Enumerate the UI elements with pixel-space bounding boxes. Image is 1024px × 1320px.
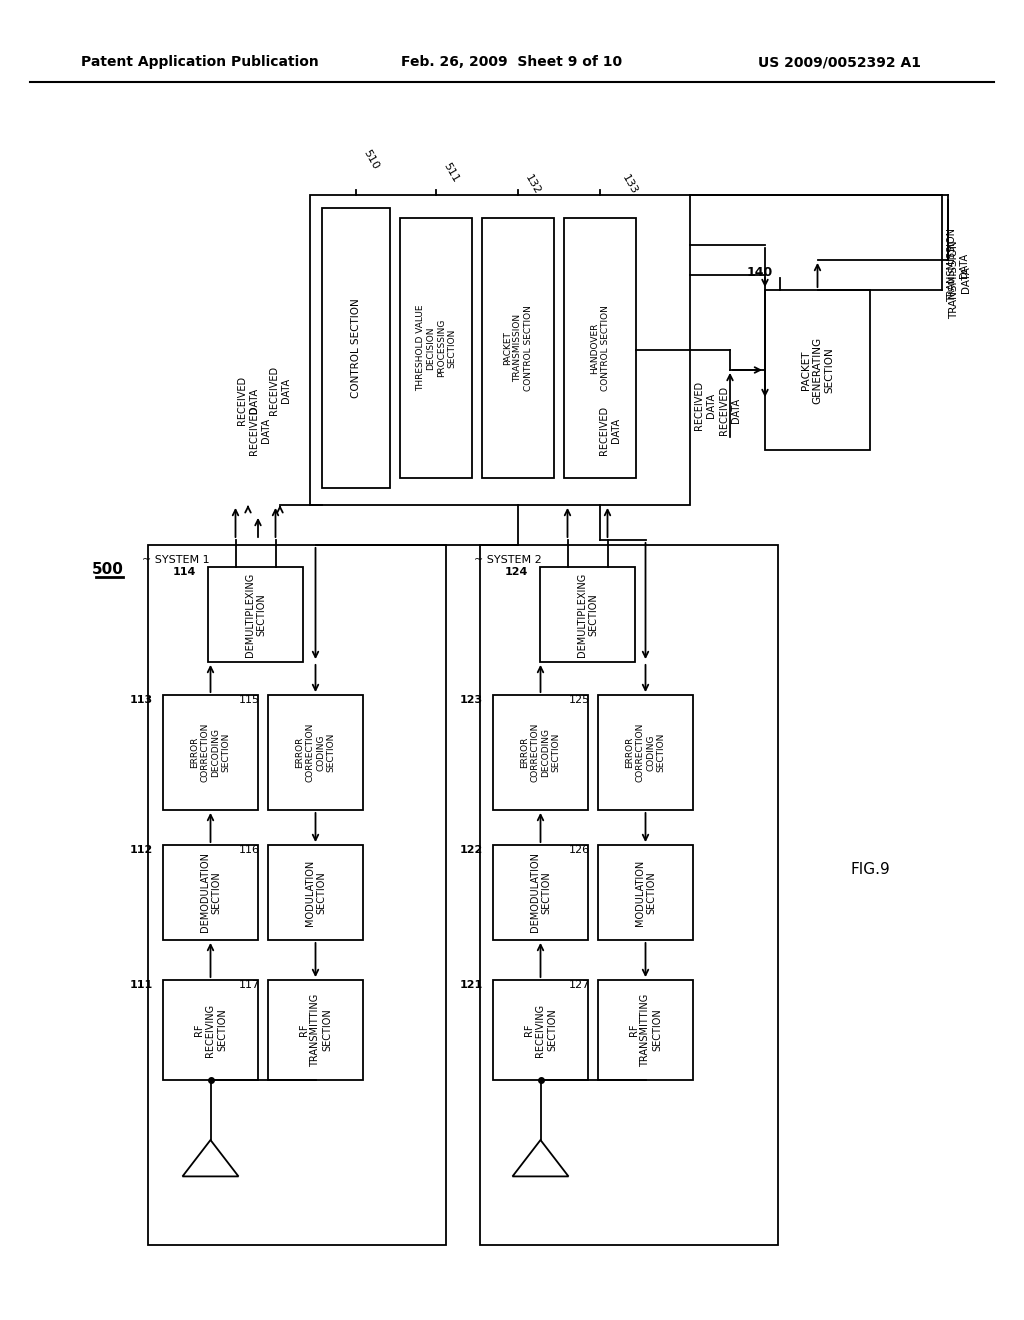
Text: PACKET
TRANSMISSION
CONTROL SECTION: PACKET TRANSMISSION CONTROL SECTION [503,305,532,391]
Text: RF
RECEIVING
SECTION: RF RECEIVING SECTION [524,1003,557,1056]
Bar [482,218,554,478]
Text: 510: 510 [361,148,380,172]
Text: RF
TRANSMITTING
SECTION: RF TRANSMITTING SECTION [629,994,663,1067]
Bar [540,568,635,663]
Text: US 2009/0052392 A1: US 2009/0052392 A1 [759,55,922,69]
Text: DEMULTIPLEXING
SECTION: DEMULTIPLEXING SECTION [245,573,266,656]
Bar [598,696,693,810]
Text: 114: 114 [173,568,196,577]
Text: MODULATION
SECTION: MODULATION SECTION [635,859,656,925]
Bar [598,845,693,940]
Text: 500: 500 [92,562,124,578]
Text: Feb. 26, 2009  Sheet 9 of 10: Feb. 26, 2009 Sheet 9 of 10 [401,55,623,69]
Text: 133: 133 [620,173,639,197]
Bar [598,979,693,1080]
Text: RECEIVED
DATA: RECEIVED DATA [269,366,291,414]
Bar [268,845,362,940]
Text: DEMODULATION
SECTION: DEMODULATION SECTION [529,853,551,932]
Bar [493,845,588,940]
Text: RF
RECEIVING
SECTION: RF RECEIVING SECTION [194,1003,227,1056]
Text: PACKET
GENERATING
SECTION: PACKET GENERATING SECTION [801,337,835,404]
Text: 123: 123 [460,696,483,705]
Bar [480,545,778,1245]
Text: ERROR
CORRECTION
DECODING
SECTION: ERROR CORRECTION DECODING SECTION [190,723,230,783]
Text: DEMODULATION
SECTION: DEMODULATION SECTION [200,853,221,932]
Text: RF
TRANSMITTING
SECTION: RF TRANSMITTING SECTION [299,994,332,1067]
Bar [322,209,390,488]
Text: 117: 117 [239,979,260,990]
Text: 140: 140 [746,265,773,279]
Text: 111: 111 [130,979,153,990]
Text: TRANSMISSION
DATA: TRANSMISSION DATA [949,240,971,319]
Text: RECEIVED
DATA: RECEIVED DATA [719,385,740,434]
Text: 127: 127 [568,979,590,990]
Text: RECEIVED
DATA: RECEIVED DATA [238,375,259,425]
Bar [268,979,362,1080]
Text: 121: 121 [460,979,483,990]
Text: 125: 125 [569,696,590,705]
Text: 126: 126 [569,845,590,855]
Text: Patent Application Publication: Patent Application Publication [81,55,318,69]
Text: DEMULTIPLEXING
SECTION: DEMULTIPLEXING SECTION [577,573,598,656]
Bar [765,290,870,450]
Text: 132: 132 [523,173,543,197]
Bar [208,568,303,663]
Text: 113: 113 [130,696,153,705]
Text: RECEIVED
DATA: RECEIVED DATA [599,405,621,454]
Bar [163,696,258,810]
Text: ~ SYSTEM 1: ~ SYSTEM 1 [142,554,210,565]
Bar [493,979,588,1080]
Text: 116: 116 [239,845,260,855]
Bar [310,195,690,506]
Text: 122: 122 [460,845,483,855]
Text: MODULATION
SECTION: MODULATION SECTION [305,859,327,925]
Text: CONTROL SECTION: CONTROL SECTION [351,298,361,397]
Bar [493,696,588,810]
Text: ERROR
CORRECTION
CODING
SECTION: ERROR CORRECTION CODING SECTION [295,723,336,783]
Text: ERROR
CORRECTION
DECODING
SECTION: ERROR CORRECTION DECODING SECTION [520,723,560,783]
Text: THRESHOLD VALUE
DECISION
PROCESSING
SECTION: THRESHOLD VALUE DECISION PROCESSING SECT… [416,305,456,391]
Bar [400,218,472,478]
Text: TRANSMISSION
DATA: TRANSMISSION DATA [947,228,969,302]
Text: 115: 115 [239,696,260,705]
Text: FIG.9: FIG.9 [850,862,890,878]
Bar [163,845,258,940]
Bar [268,696,362,810]
Text: 124: 124 [505,568,528,577]
Text: 511: 511 [441,161,460,185]
Text: RECEIVED
DATA: RECEIVED DATA [694,380,716,429]
Text: ~ SYSTEM 2: ~ SYSTEM 2 [474,554,542,565]
Text: HANDOVER
CONTROL SECTION: HANDOVER CONTROL SECTION [590,305,609,391]
Text: ERROR
CORRECTION
CODING
SECTION: ERROR CORRECTION CODING SECTION [626,723,666,783]
Text: 112: 112 [130,845,153,855]
Bar [163,979,258,1080]
Text: RECEIVED
DATA: RECEIVED DATA [249,405,270,454]
Bar [148,545,446,1245]
Bar [564,218,636,478]
